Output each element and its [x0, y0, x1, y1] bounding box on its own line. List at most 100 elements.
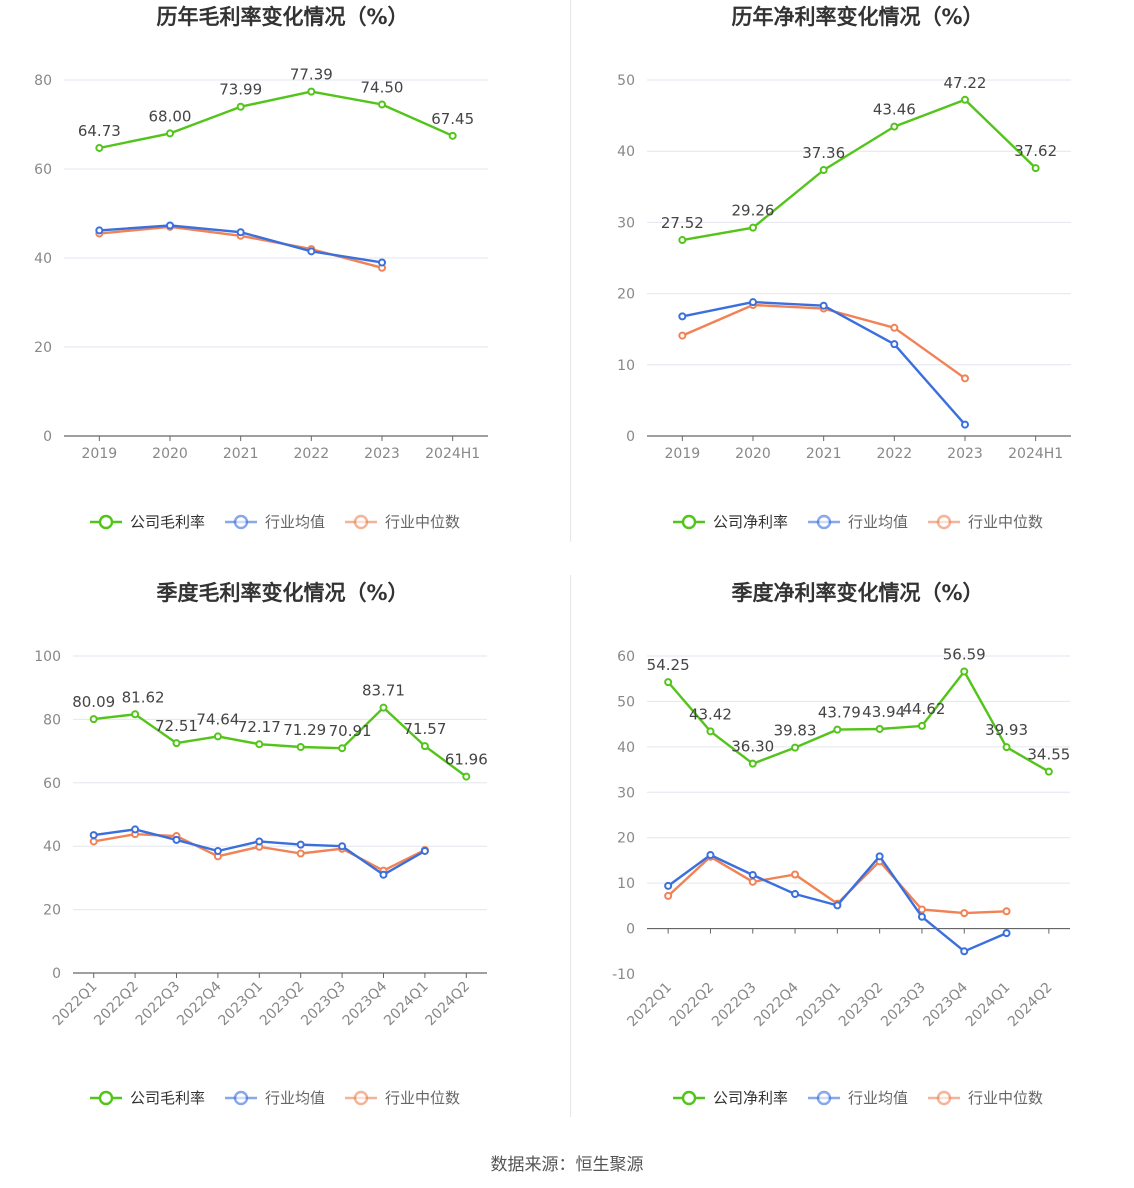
- data-label: 54.25: [647, 656, 690, 674]
- data-point: [791, 870, 800, 879]
- data-label: 77.39: [290, 66, 333, 84]
- legend-swatch-marker: [353, 1090, 369, 1106]
- legend-swatch-marker: [98, 514, 114, 530]
- data-point: [462, 772, 471, 781]
- legend: 公司毛利率 行业均值 行业中位数: [90, 1089, 460, 1107]
- data-point: [1002, 929, 1011, 938]
- data-point: [166, 221, 174, 230]
- data-point: [236, 102, 245, 111]
- chart-svg: 历年净利率变化情况（%） 0 10 20 30 40 50 2019 2020 2021 2022 2…: [617, 5, 1071, 531]
- data-point: [236, 228, 245, 237]
- data-label: 43.79: [818, 704, 861, 722]
- y-tick-label: 60: [43, 776, 61, 792]
- legend-item[interactable]: 公司毛利率: [90, 1089, 205, 1107]
- x-tick-label: 2024Q2: [1005, 980, 1056, 1031]
- y-tick-label: 50: [617, 73, 635, 89]
- x-tick-label: 2024Q1: [381, 979, 432, 1030]
- y-tick-label: 20: [617, 287, 635, 303]
- data-point: [172, 835, 181, 844]
- annual-gross-margin-chart: 历年毛利率变化情况（%） 0 20 40 60 80 2019 2020 2021 2022 202…: [0, 0, 567, 548]
- y-tick-label: 30: [617, 215, 635, 231]
- y-tick-label: 40: [34, 251, 52, 267]
- data-point: [664, 881, 673, 890]
- data-label: 39.83: [774, 722, 817, 740]
- x-tick-label: 2020: [152, 446, 188, 462]
- data-label: 34.55: [1027, 746, 1070, 764]
- y-tick-label: 60: [34, 162, 52, 178]
- data-point: [213, 732, 222, 741]
- chart-title: 历年毛利率变化情况（%）: [156, 5, 408, 29]
- data-point: [664, 891, 673, 900]
- y-tick-label: 40: [617, 144, 635, 160]
- data-point: [678, 312, 687, 321]
- data-point: [960, 909, 969, 918]
- legend-item[interactable]: 公司净利率: [673, 513, 788, 531]
- legend-item[interactable]: 行业中位数: [345, 1089, 460, 1107]
- data-label: 43.42: [689, 705, 732, 723]
- data-point: [213, 846, 222, 855]
- data-point: [706, 850, 715, 859]
- data-label: 67.45: [431, 110, 474, 128]
- data-label: 71.29: [283, 721, 326, 739]
- x-tick-label: 2022Q3: [133, 979, 184, 1030]
- data-label: 83.71: [362, 682, 405, 700]
- y-tick-label: 20: [43, 903, 61, 919]
- y-tick-label: 60: [617, 649, 635, 665]
- data-label: 72.17: [238, 718, 281, 736]
- data-point: [255, 740, 264, 749]
- legend-item[interactable]: 行业均值: [808, 513, 908, 531]
- x-tick-label: 2022Q2: [667, 980, 718, 1031]
- x-tick-label: 2022: [877, 446, 913, 462]
- x-tick-label: 2022Q1: [624, 980, 675, 1031]
- y-tick-label: 20: [34, 340, 52, 356]
- series-line: [682, 300, 966, 426]
- data-label: 37.62: [1014, 142, 1057, 160]
- chart-svg: 季度净利率变化情况（%） -10 0 10 20 30 40 50 60 2022Q12022Q2…: [612, 581, 1070, 1107]
- data-label: 39.93: [985, 721, 1028, 739]
- legend-label: 行业中位数: [385, 1089, 460, 1107]
- y-tick-label: 0: [626, 429, 635, 445]
- legend-label: 行业均值: [265, 1089, 325, 1107]
- data-label: 47.22: [944, 74, 987, 92]
- y-tick-label: 20: [617, 831, 635, 847]
- x-tick-label: 2023Q1: [794, 980, 845, 1031]
- data-point: [166, 129, 174, 138]
- legend-item[interactable]: 行业均值: [225, 513, 325, 531]
- data-point: [307, 247, 316, 256]
- legend-label: 行业均值: [848, 513, 908, 531]
- legend-label: 公司毛利率: [130, 1089, 205, 1107]
- legend-item[interactable]: 行业中位数: [928, 1089, 1043, 1107]
- legend-swatch-marker: [98, 1090, 114, 1106]
- legend-swatch-marker: [681, 514, 697, 530]
- data-point: [296, 840, 305, 849]
- quarterly-gross-margin-chart: 季度毛利率变化情况（%） 0 20 40 60 80 100 2022Q1 2022Q2 2022…: [0, 575, 567, 1120]
- data-point: [378, 100, 386, 109]
- data-point: [89, 715, 98, 724]
- y-tick-label: 10: [617, 876, 635, 892]
- legend: 公司毛利率 行业均值 行业中位数: [90, 513, 460, 531]
- y-tick-label: 50: [617, 694, 635, 710]
- legend-item[interactable]: 行业中位数: [345, 513, 460, 531]
- data-label: 64.73: [78, 122, 121, 140]
- legend-item[interactable]: 公司净利率: [673, 1089, 788, 1107]
- data-point: [420, 846, 429, 855]
- x-tick-label: 2023Q2: [836, 980, 887, 1031]
- data-point: [791, 743, 800, 752]
- data-point: [960, 667, 969, 676]
- data-point: [748, 759, 757, 768]
- legend-label: 行业均值: [848, 1089, 908, 1107]
- data-point: [961, 374, 969, 383]
- data-label: 72.51: [155, 717, 198, 735]
- legend-item[interactable]: 行业中位数: [928, 513, 1043, 531]
- data-point: [95, 143, 104, 152]
- data-label: 61.96: [445, 751, 488, 769]
- legend-item[interactable]: 公司毛利率: [90, 513, 205, 531]
- x-tick-label: 2022Q1: [50, 979, 101, 1030]
- data-point: [172, 739, 181, 748]
- data-point: [819, 301, 828, 310]
- legend-item[interactable]: 行业均值: [808, 1089, 908, 1107]
- x-tick-label: 2024H1: [425, 446, 480, 462]
- data-point: [131, 710, 140, 719]
- x-tick-label: 2019: [82, 446, 118, 462]
- legend-item[interactable]: 行业均值: [225, 1089, 325, 1107]
